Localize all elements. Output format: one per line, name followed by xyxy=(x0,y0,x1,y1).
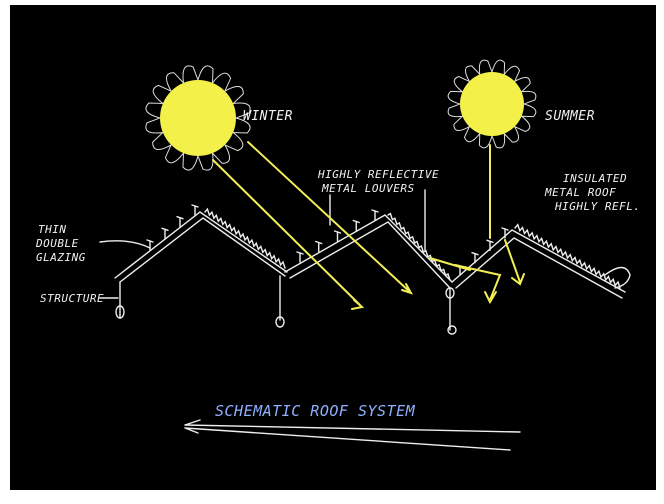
caption: SCHEMATIC ROOF SYSTEM xyxy=(215,402,416,420)
label-structure: STRUCTURE xyxy=(40,292,104,305)
label-summer: SUMMER xyxy=(545,109,595,124)
label-roof: HIGHLY REFL. xyxy=(554,200,640,213)
label-glazing: DOUBLE xyxy=(35,237,79,250)
label-roof: METAL ROOF xyxy=(544,186,616,199)
label-glazing: THIN xyxy=(38,223,67,236)
sun-disc xyxy=(460,72,524,136)
label-roof: INSULATED xyxy=(563,172,627,185)
label-glazing: GLAZING xyxy=(36,251,86,264)
label-louvers: METAL LOUVERS xyxy=(321,182,415,195)
label-louvers: HIGHLY REFLECTIVE xyxy=(317,168,439,181)
page: WINTER SUMMER HIGHLY REFLECTIVE METAL LO… xyxy=(0,0,664,500)
label-winter: WINTER xyxy=(243,109,293,124)
sketch: WINTER SUMMER HIGHLY REFLECTIVE METAL LO… xyxy=(0,0,664,500)
sun-disc xyxy=(160,80,236,156)
